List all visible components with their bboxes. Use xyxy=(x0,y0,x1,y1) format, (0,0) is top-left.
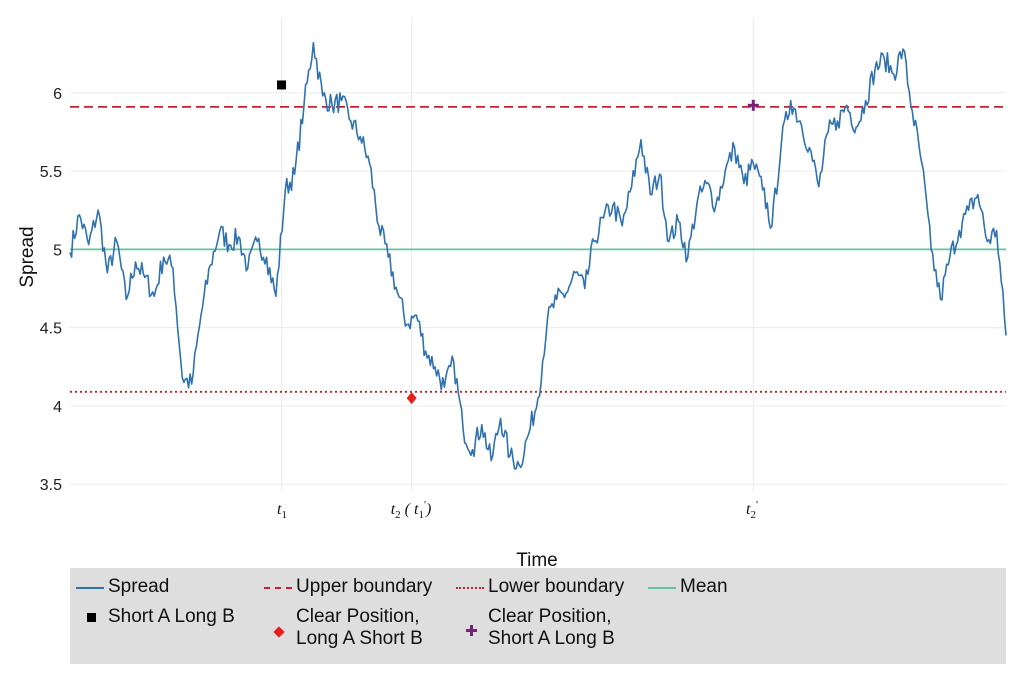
legend-label-clear-long-1: Clear Position, xyxy=(296,606,420,627)
spread-chart: 3.5 4 4.5 5 5.5 6 t1 t2 ( t1') t2' Time Sprea… xyxy=(17,18,1007,570)
x-axis-title: Time xyxy=(516,550,558,570)
legend: Spread Upper boundary Lower boundary Mea… xyxy=(70,568,1006,664)
y-tick-label: 4 xyxy=(53,399,62,416)
event-label-t2: t2 ( t1') xyxy=(391,499,432,521)
legend-item-mean: Mean xyxy=(646,576,728,600)
legend-item-upper: Upper boundary xyxy=(262,576,432,600)
legend-key-diamond-marker xyxy=(262,606,296,638)
legend-item-spread: Spread xyxy=(74,576,169,600)
marker-clear-short-a-vertical xyxy=(751,99,755,111)
spread-line xyxy=(69,41,1007,470)
event-label-t2-prime: t2' xyxy=(746,499,758,521)
y-tick-label: 5 xyxy=(53,242,62,259)
y-tick-label: 5.5 xyxy=(40,164,62,181)
reference-lines xyxy=(70,105,1006,393)
legend-key-lower xyxy=(454,576,488,600)
legend-label-clear-short-2: Short A Long B xyxy=(488,628,615,649)
legend-label-short-a: Short A Long B xyxy=(108,606,235,627)
legend-label-upper: Upper boundary xyxy=(296,576,433,597)
legend-key-square-marker xyxy=(74,606,108,630)
y-tick-label: 6 xyxy=(53,86,62,103)
legend-key-mean xyxy=(646,576,680,600)
y-axis-title: Spread xyxy=(17,226,38,287)
legend-label-clear-long-2: Long A Short B xyxy=(296,628,423,649)
y-tick-label: 3.5 xyxy=(40,477,62,494)
legend-label-lower: Lower boundary xyxy=(488,576,625,597)
y-tick-label: 4.5 xyxy=(40,321,62,338)
legend-key-plus-marker xyxy=(454,606,488,636)
event-markers xyxy=(277,80,759,405)
legend-item-short-a: Short A Long B xyxy=(74,606,235,630)
legend-key-upper xyxy=(262,576,296,600)
event-tick-labels: t1 t2 ( t1') t2' xyxy=(277,499,758,521)
marker-clear-long-a xyxy=(406,392,417,405)
legend-label-mean: Mean xyxy=(680,576,728,597)
legend-item-clear-long: Clear Position, Long A Short B xyxy=(262,606,423,650)
event-label-t1: t1 xyxy=(277,501,287,521)
legend-key-spread xyxy=(74,576,108,600)
legend-item-lower: Lower boundary xyxy=(454,576,624,600)
legend-label-clear-short-1: Clear Position, xyxy=(488,606,612,627)
legend-item-clear-short: Clear Position, Short A Long B xyxy=(454,606,615,650)
legend-label-spread: Spread xyxy=(108,576,170,597)
y-axis-ticks: 3.5 4 4.5 5 5.5 6 xyxy=(40,86,62,494)
grid-lines xyxy=(70,18,1006,492)
marker-short-a-long-b xyxy=(277,80,287,90)
